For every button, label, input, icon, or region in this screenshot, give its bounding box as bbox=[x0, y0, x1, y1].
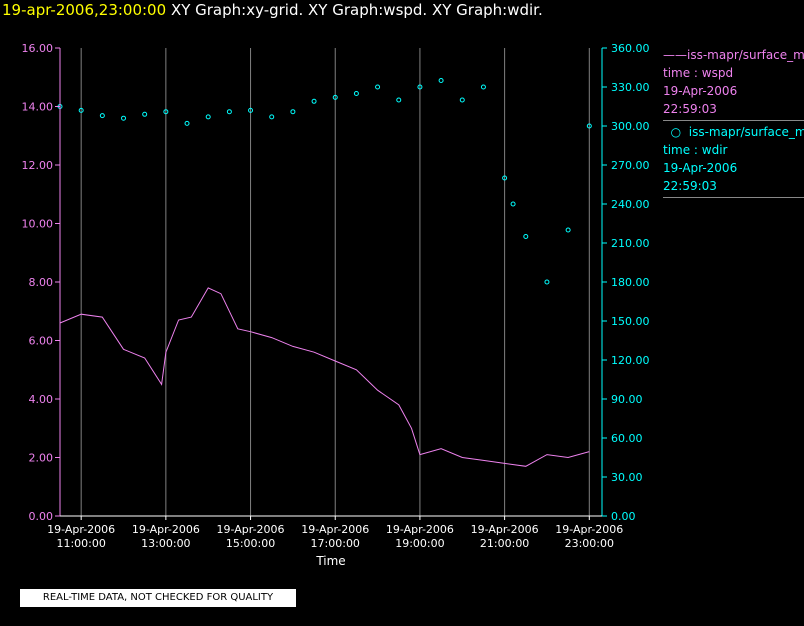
left-tick-label: 2.00 bbox=[29, 452, 54, 465]
x-tick-label: 19-Apr-2006 bbox=[47, 523, 115, 536]
left-tick-label: 6.00 bbox=[29, 335, 54, 348]
wdir-point bbox=[78, 107, 84, 113]
axes bbox=[55, 47, 607, 520]
right-tick-label: 360.00 bbox=[611, 42, 650, 55]
wdir-point bbox=[375, 84, 381, 90]
wdir-point bbox=[226, 109, 232, 115]
wdir-point bbox=[184, 120, 190, 126]
wdir-point bbox=[290, 109, 296, 115]
x-tick-label: 13:00:00 bbox=[141, 537, 190, 550]
left-tick-label: 16.00 bbox=[22, 42, 54, 55]
wdir-point bbox=[480, 84, 486, 90]
legend-time: 22:59:03 bbox=[663, 102, 717, 116]
left-tick-label: 10.00 bbox=[22, 218, 54, 231]
right-tick-label: 150.00 bbox=[611, 315, 650, 328]
wdir-point bbox=[523, 234, 529, 239]
wdir-point bbox=[269, 114, 275, 120]
wspd-series bbox=[59, 287, 590, 467]
line-marker-icon: —— bbox=[663, 48, 687, 62]
right-tick-label: 30.00 bbox=[611, 471, 643, 484]
right-tick-label: 90.00 bbox=[611, 393, 643, 406]
wdir-point bbox=[417, 84, 423, 90]
x-tick-label: 17:00:00 bbox=[311, 537, 360, 550]
wdir-point bbox=[311, 98, 317, 104]
tick-labels: 0.00 2.00 4.00 6.00 8.00 10.00 12.00 14.00 16.00… bbox=[22, 42, 650, 550]
x-axis-label: Time bbox=[315, 554, 345, 568]
legend-var: time : wdir bbox=[663, 143, 728, 157]
left-tick-label: 8.00 bbox=[29, 276, 54, 289]
wdir-point bbox=[332, 94, 338, 100]
right-tick-label: 270.00 bbox=[611, 159, 650, 172]
wdir-point bbox=[586, 123, 592, 129]
timestamp: 19-apr-2006,23:00:00 bbox=[2, 1, 167, 19]
legend-entry-wspd: ——iss-mapr/surface_met time : wspd 19-Ap… bbox=[663, 46, 804, 121]
wdir-point bbox=[248, 107, 254, 113]
right-tick-label: 0.00 bbox=[611, 510, 636, 523]
grid-lines bbox=[80, 48, 590, 516]
legend-time: 22:59:03 bbox=[663, 179, 717, 193]
legend-var: time : wspd bbox=[663, 66, 734, 80]
right-tick-label: 240.00 bbox=[611, 198, 650, 211]
legend-date: 19-Apr-2006 bbox=[663, 161, 738, 175]
wdir-point bbox=[205, 114, 211, 120]
x-tick-label: 19-Apr-2006 bbox=[555, 523, 623, 536]
x-tick-label: 23:00:00 bbox=[565, 537, 614, 550]
right-tick-label: 60.00 bbox=[611, 432, 643, 445]
legend-name: iss-mapr/surface_met bbox=[687, 48, 804, 62]
x-tick-label: 15:00:00 bbox=[226, 537, 275, 550]
x-tick-label: 11:00:00 bbox=[56, 537, 105, 550]
legend: ——iss-mapr/surface_met time : wspd 19-Ap… bbox=[663, 46, 804, 200]
left-tick-label: 0.00 bbox=[29, 510, 54, 523]
x-tick-label: 19:00:00 bbox=[395, 537, 444, 550]
wdir-point bbox=[163, 109, 169, 115]
x-tick-label: 19-Apr-2006 bbox=[386, 523, 454, 536]
wdir-point bbox=[438, 78, 444, 83]
right-tick-label: 330.00 bbox=[611, 81, 650, 94]
legend-name: iss-mapr/surface_met bbox=[688, 125, 804, 139]
wdir-point bbox=[99, 113, 105, 119]
wdir-point bbox=[459, 97, 465, 103]
wdir-point bbox=[502, 175, 508, 181]
x-tick-label: 19-Apr-2006 bbox=[471, 523, 539, 536]
x-tick-label: 19-Apr-2006 bbox=[132, 523, 200, 536]
quality-disclaimer: REAL-TIME DATA, NOT CHECKED FOR QUALITY bbox=[20, 589, 296, 607]
wdir-point bbox=[396, 97, 402, 103]
left-tick-label: 14.00 bbox=[22, 101, 54, 114]
x-tick-label: 19-Apr-2006 bbox=[301, 523, 369, 536]
wdir-point bbox=[142, 111, 148, 117]
legend-date: 19-Apr-2006 bbox=[663, 84, 738, 98]
x-tick-label: 19-Apr-2006 bbox=[217, 523, 285, 536]
right-tick-label: 180.00 bbox=[611, 276, 650, 289]
circle-marker-icon: ○ bbox=[663, 125, 689, 139]
graph-names: XY Graph:xy-grid. XY Graph:wspd. XY Grap… bbox=[170, 1, 543, 19]
right-tick-label: 210.00 bbox=[611, 237, 650, 250]
legend-entry-wdir: ○ iss-mapr/surface_met time : wdir 19-Ap… bbox=[663, 123, 804, 198]
wdir-point bbox=[544, 279, 550, 285]
wdir-point bbox=[121, 115, 127, 121]
left-tick-label: 4.00 bbox=[29, 393, 54, 406]
wdir-point bbox=[510, 201, 516, 207]
left-tick-label: 12.00 bbox=[22, 159, 54, 172]
right-tick-label: 120.00 bbox=[611, 354, 650, 367]
wdir-point bbox=[565, 227, 571, 233]
wspd-line bbox=[59, 287, 590, 467]
wdir-point bbox=[353, 91, 359, 96]
right-tick-label: 300.00 bbox=[611, 120, 650, 133]
x-tick-label: 21:00:00 bbox=[480, 537, 529, 550]
title-bar: 19-apr-2006,23:00:00 XY Graph:xy-grid. X… bbox=[2, 1, 543, 19]
wdir-series bbox=[57, 78, 592, 285]
